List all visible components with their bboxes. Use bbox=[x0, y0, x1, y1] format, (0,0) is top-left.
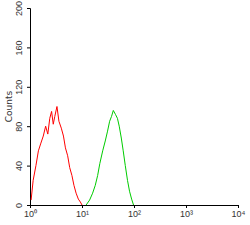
x-tick: 10⁰ bbox=[24, 205, 37, 219]
x-tick-label: 10² bbox=[128, 209, 141, 219]
y-tick: 40 bbox=[14, 161, 30, 171]
x-tick: 10¹ bbox=[76, 205, 89, 219]
y-tick: 120 bbox=[14, 80, 30, 95]
y-axis-line bbox=[27, 9, 31, 206]
x-axis-line bbox=[31, 206, 239, 209]
x-axis: 10⁰ 10¹ 10² 10³ 10⁴ bbox=[24, 205, 246, 219]
y-tick-mark bbox=[27, 87, 30, 88]
y-tick-label: 40 bbox=[14, 161, 24, 171]
x-tick-label: 10⁰ bbox=[24, 209, 37, 219]
series-line bbox=[31, 107, 82, 206]
x-tick-mark bbox=[82, 205, 83, 208]
x-tick: 10³ bbox=[180, 205, 193, 219]
y-tick-mark bbox=[27, 47, 30, 48]
y-tick-mark bbox=[27, 166, 30, 167]
y-tick-label: 160 bbox=[14, 40, 24, 55]
y-axis-title: Counts bbox=[4, 90, 14, 122]
y-tick-label: 80 bbox=[14, 122, 24, 132]
x-tick-label: 10⁴ bbox=[232, 209, 246, 219]
x-tick-mark bbox=[134, 205, 135, 208]
series-line bbox=[86, 110, 133, 205]
y-tick-label: 120 bbox=[14, 80, 24, 95]
x-tick-mark bbox=[186, 205, 187, 208]
y-tick: 160 bbox=[14, 40, 30, 55]
chart: 10⁰ 10¹ 10² 10³ 10⁴ 0 40 80 120 160 200 Counts bbox=[0, 0, 250, 225]
plot: 10⁰ 10¹ 10² 10³ 10⁴ 0 40 80 120 160 200 bbox=[14, 1, 246, 219]
x-tick-label: 10¹ bbox=[76, 209, 89, 219]
x-tick-mark bbox=[238, 205, 239, 208]
x-tick: 10² bbox=[128, 205, 141, 219]
x-tick: 10⁴ bbox=[232, 205, 246, 219]
y-tick: 80 bbox=[14, 122, 30, 132]
y-tick-label: 0 bbox=[14, 203, 24, 208]
y-tick-mark bbox=[27, 205, 30, 206]
y-tick-mark bbox=[27, 126, 30, 127]
y-axis: 0 40 80 120 160 200 bbox=[14, 1, 31, 208]
series-group bbox=[31, 107, 133, 206]
y-tick: 200 bbox=[14, 1, 30, 16]
x-tick-label: 10³ bbox=[180, 209, 193, 219]
y-tick: 0 bbox=[14, 203, 30, 208]
y-tick-mark bbox=[27, 8, 30, 9]
y-tick-label: 200 bbox=[14, 1, 24, 16]
